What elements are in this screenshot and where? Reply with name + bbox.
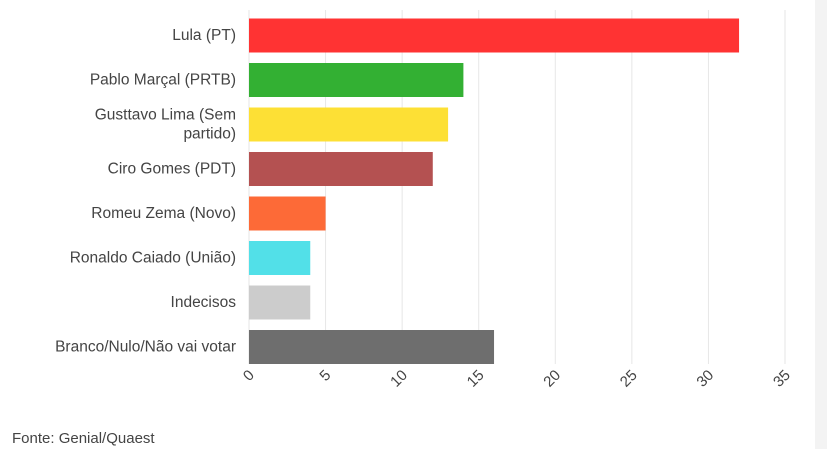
- bar: [249, 63, 464, 97]
- x-tick-label: 5: [316, 367, 334, 385]
- bar: [249, 107, 449, 142]
- category-label: Ronaldo Caiado (União): [70, 250, 236, 267]
- category-label-line: Lula (PT): [172, 27, 236, 44]
- category-labels: Lula (PT) Pablo Marçal (PRTB) Gusttavo Lim…: [55, 27, 236, 356]
- bar: [249, 196, 326, 231]
- category-label: Gusttavo Lima (Sem partido): [95, 107, 236, 143]
- x-tick-label: 15: [464, 367, 488, 391]
- category-label-line: Gusttavo Lima (Sem: [95, 107, 236, 124]
- category-label-line: Branco/Nulo/Não vai votar: [55, 339, 236, 356]
- bars: [249, 18, 740, 364]
- bar: [249, 152, 433, 186]
- x-tick-label: 35: [770, 367, 794, 391]
- category-label-line: Pablo Marçal (PRTB): [90, 72, 236, 89]
- category-label-line: Indecisos: [171, 294, 237, 311]
- category-label: Pablo Marçal (PRTB): [90, 72, 236, 89]
- x-axis-tick-labels: 0 5 10 15 20 25 30 35: [240, 367, 794, 391]
- x-tick-label: 25: [617, 367, 641, 391]
- category-label-line: Ronaldo Caiado (União): [70, 250, 236, 267]
- x-tick-label: 20: [540, 367, 564, 391]
- source-note: Fonte: Genial/Quaest: [12, 430, 155, 447]
- x-tick-label: 30: [693, 367, 717, 391]
- category-label: Branco/Nulo/Não vai votar: [55, 339, 236, 356]
- bar: [249, 241, 311, 275]
- category-label: Lula (PT): [172, 27, 236, 44]
- category-label-line: Romeu Zema (Novo): [91, 205, 236, 222]
- category-label-line: Ciro Gomes (PDT): [108, 161, 236, 178]
- category-label: Ciro Gomes (PDT): [108, 161, 236, 178]
- category-label-line: partido): [183, 126, 236, 143]
- bar: [249, 18, 740, 53]
- x-tick-label: 0: [240, 367, 258, 385]
- x-tick-label: 10: [387, 367, 411, 391]
- category-label: Indecisos: [171, 294, 237, 311]
- category-label: Romeu Zema (Novo): [91, 205, 236, 222]
- bar: [249, 285, 311, 320]
- bar-chart: Lula (PT) Pablo Marçal (PRTB) Gusttavo Lim…: [55, 10, 794, 391]
- bar: [249, 330, 495, 364]
- scroll-gutter: [815, 0, 827, 449]
